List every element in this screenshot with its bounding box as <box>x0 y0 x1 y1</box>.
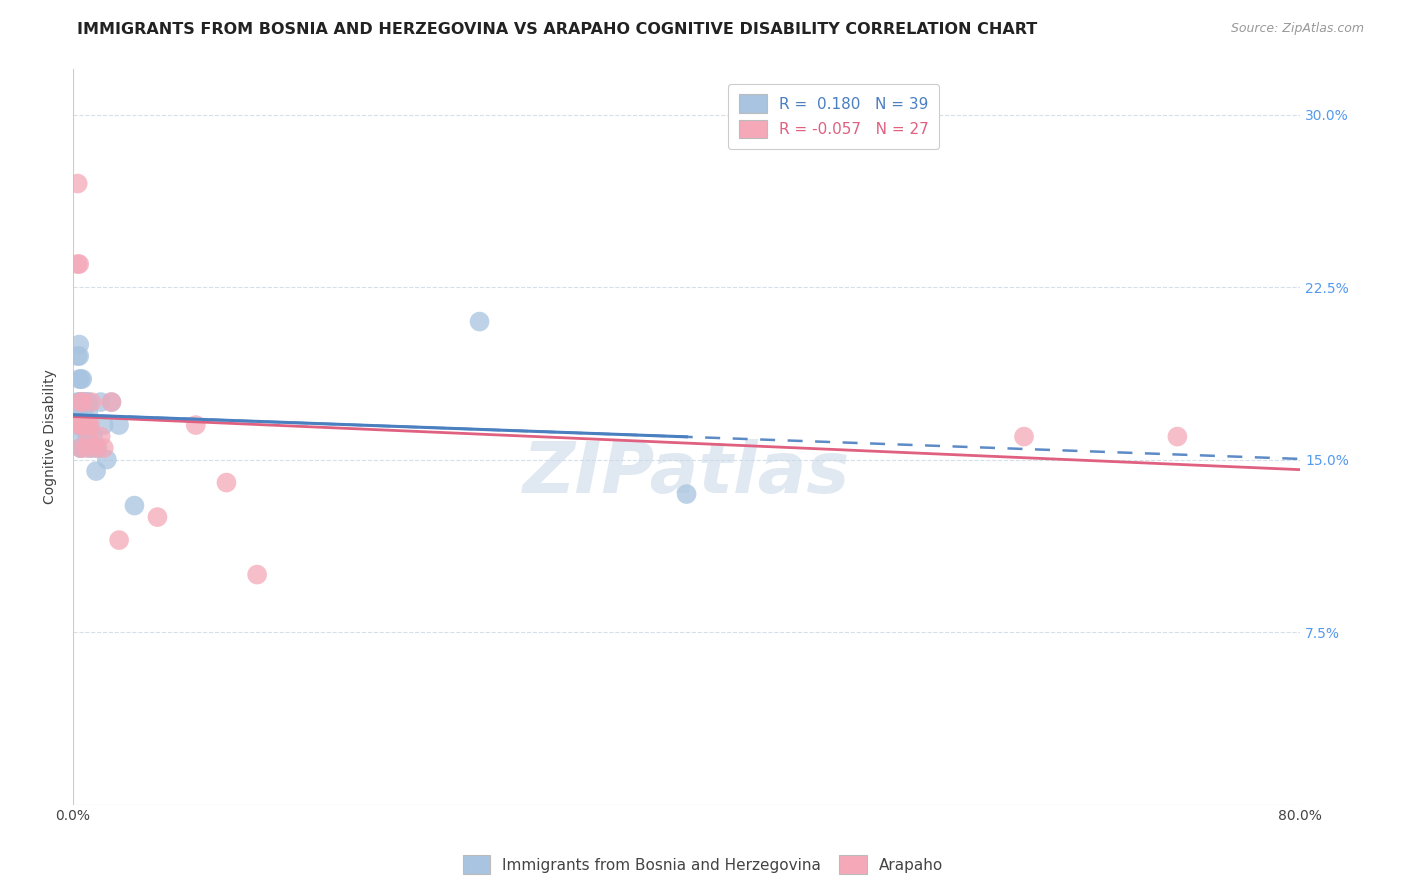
Point <box>69 441 91 455</box>
Point <box>1166 429 1188 443</box>
Point <box>468 314 491 328</box>
Point <box>67 257 90 271</box>
Point <box>90 395 112 409</box>
Point <box>69 395 91 409</box>
Y-axis label: Cognitive Disability: Cognitive Disability <box>44 369 58 504</box>
Point <box>67 349 90 363</box>
Point <box>73 418 96 433</box>
Text: IMMIGRANTS FROM BOSNIA AND HERZEGOVINA VS ARAPAHO COGNITIVE DISABILITY CORRELATI: IMMIGRANTS FROM BOSNIA AND HERZEGOVINA V… <box>77 22 1038 37</box>
Point <box>96 452 118 467</box>
Point <box>86 441 108 455</box>
Point <box>75 395 97 409</box>
Point <box>65 407 87 421</box>
Point <box>69 395 91 409</box>
Point <box>90 429 112 443</box>
Point <box>84 441 107 455</box>
Point <box>246 567 269 582</box>
Point <box>77 429 100 443</box>
Point <box>93 441 115 455</box>
Point <box>108 533 131 547</box>
Text: ZIPatlas: ZIPatlas <box>523 439 851 508</box>
Point <box>67 429 90 443</box>
Point <box>75 418 97 433</box>
Legend: R =  0.180   N = 39, R = -0.057   N = 27: R = 0.180 N = 39, R = -0.057 N = 27 <box>728 84 939 149</box>
Point <box>77 407 100 421</box>
Point <box>69 441 91 455</box>
Point <box>77 418 100 433</box>
Point <box>76 395 98 409</box>
Point <box>184 418 207 433</box>
Point <box>100 395 122 409</box>
Point <box>100 395 122 409</box>
Point <box>1012 429 1035 443</box>
Point <box>108 418 131 433</box>
Point <box>69 372 91 386</box>
Point <box>72 395 94 409</box>
Point <box>67 395 90 409</box>
Point <box>66 418 89 433</box>
Point <box>146 510 169 524</box>
Point <box>80 441 103 455</box>
Point <box>67 418 90 433</box>
Point <box>72 418 94 433</box>
Point <box>69 418 91 433</box>
Point <box>73 407 96 421</box>
Point <box>67 337 90 351</box>
Point <box>76 441 98 455</box>
Point <box>77 395 100 409</box>
Point <box>69 441 91 455</box>
Point <box>215 475 238 490</box>
Point <box>124 499 146 513</box>
Text: Source: ZipAtlas.com: Source: ZipAtlas.com <box>1230 22 1364 36</box>
Point <box>66 257 89 271</box>
Point <box>79 418 101 433</box>
Point <box>67 372 90 386</box>
Point <box>80 395 103 409</box>
Point <box>82 429 104 443</box>
Point <box>66 349 89 363</box>
Point <box>66 177 89 191</box>
Point <box>75 418 97 433</box>
Point <box>66 395 89 409</box>
Point <box>84 464 107 478</box>
Point <box>72 418 94 433</box>
Point <box>73 395 96 409</box>
Point <box>72 372 94 386</box>
Point <box>79 441 101 455</box>
Point <box>76 429 98 443</box>
Point <box>93 418 115 433</box>
Legend: Immigrants from Bosnia and Herzegovina, Arapaho: Immigrants from Bosnia and Herzegovina, … <box>457 849 949 880</box>
Point <box>675 487 697 501</box>
Point <box>69 395 91 409</box>
Point <box>72 418 94 433</box>
Point <box>69 418 91 433</box>
